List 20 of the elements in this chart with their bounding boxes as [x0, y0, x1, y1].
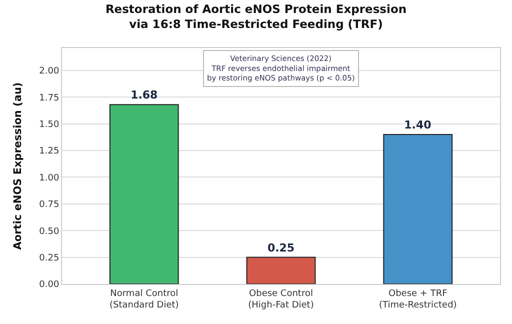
- data-label: 0.25: [267, 241, 295, 254]
- data-label: 1.68: [130, 88, 158, 102]
- y-axis-title: Aortic eNOS Expression (au): [12, 82, 24, 250]
- y-tick-label: 0.75: [39, 200, 60, 210]
- y-tick-label: 0.25: [39, 253, 60, 264]
- y-tick-label: 2.00: [39, 66, 60, 77]
- bar: [383, 134, 453, 284]
- chart-title: Restoration of Aortic eNOS Protein Expression via 16:8 Time-Restricted Feeding (TRF): [105, 2, 407, 31]
- y-tick-label: 1.00: [39, 173, 60, 184]
- x-tick-label: Obese Control (High-Fat Diet): [248, 288, 314, 310]
- y-tick-label: 1.25: [39, 146, 60, 157]
- x-tick-label: Normal Control (Standard Diet): [109, 288, 179, 310]
- bar: [246, 256, 316, 284]
- y-tick-label: 1.50: [39, 120, 60, 130]
- bar: [109, 104, 179, 284]
- x-tick-label: Obese + TRF (Time-Restricted): [378, 288, 457, 310]
- y-tick-label: 0.00: [39, 280, 60, 290]
- data-label: 1.40: [404, 118, 432, 132]
- y-tick-label: 0.50: [39, 226, 60, 237]
- y-tick-label: 1.75: [39, 93, 60, 104]
